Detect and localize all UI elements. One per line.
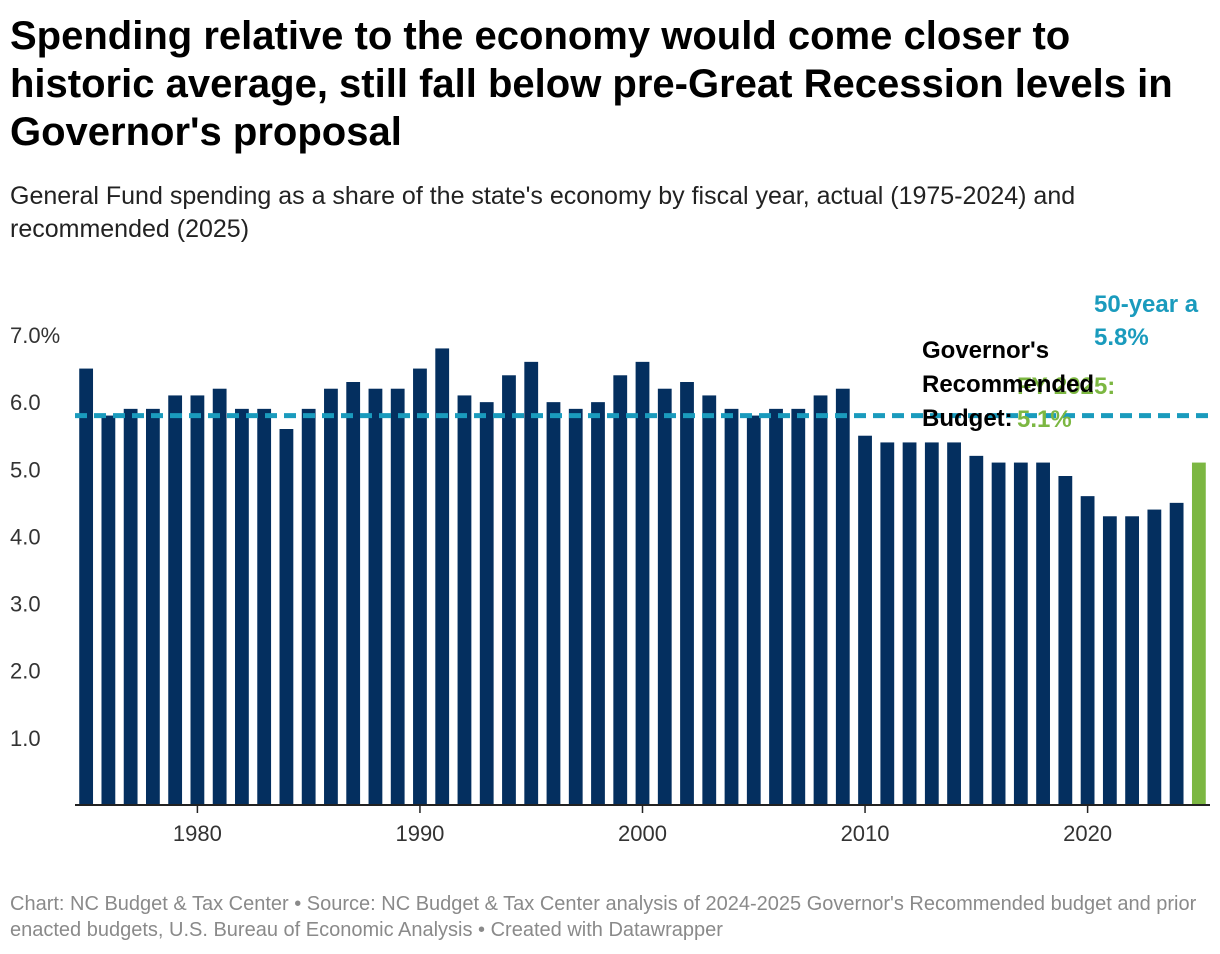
bar-actual: [145, 408, 160, 805]
bar-actual: [947, 442, 961, 805]
y-tick-label: 5.0: [10, 457, 41, 482]
y-tick-label: 4.0: [10, 524, 41, 549]
bar-actual: [902, 442, 917, 805]
bar-actual: [479, 402, 494, 805]
bar-actual: [301, 408, 316, 805]
bar-actual: [212, 388, 227, 805]
bar-actual: [1147, 509, 1162, 805]
bar-actual: [123, 408, 138, 805]
bar-actual: [858, 435, 872, 805]
y-tick-label: 7.0%: [10, 323, 60, 348]
bar-actual: [769, 408, 783, 805]
bar-actual: [546, 402, 561, 805]
x-tick-label: 1980: [173, 821, 222, 846]
x-axis: 1980 1990 2000 2010 2020: [173, 805, 1112, 846]
governor-annotation-line-2: Recommended: [922, 371, 1094, 398]
fy-annotation-line-1: FY 2025:: [1017, 373, 1115, 400]
bar-actual: [1125, 516, 1140, 805]
bar-actual: [568, 408, 583, 805]
bar-actual: [613, 375, 628, 805]
y-tick-label: 1.0: [10, 726, 41, 751]
y-tick-label: 2.0: [10, 659, 41, 684]
y-tick-label: 3.0: [10, 592, 41, 617]
bar-actual: [835, 388, 850, 805]
governor-annotation-line-1: Governor's: [922, 337, 1049, 364]
bar-actual: [1102, 516, 1117, 805]
bar-actual: [413, 368, 427, 805]
bar-actual: [346, 382, 361, 805]
bar-actual: [991, 462, 1006, 805]
y-tick-label: 6.0: [10, 390, 41, 415]
fy-annotation-line-2: 5.1%: [1017, 406, 1072, 433]
bar-actual: [524, 361, 539, 805]
bar-actual: [880, 442, 895, 805]
bar-actual: [168, 395, 183, 805]
x-tick-label: 2000: [618, 821, 667, 846]
chart-footer: Chart: NC Budget & Tax Center • Source: …: [10, 893, 1197, 941]
bar-actual: [791, 408, 806, 805]
bar-actual: [1013, 462, 1028, 805]
bar-actual: [746, 415, 761, 805]
chart-subtitle: General Fund spending as a share of the …: [10, 182, 1076, 243]
average-annotation: 50-year a 5.8%: [1094, 291, 1205, 351]
bar-actual: [457, 395, 472, 805]
bar-actual: [324, 388, 338, 805]
bar-actual: [368, 388, 383, 805]
average-annotation-line-2: 5.8%: [1094, 324, 1149, 351]
governor-annotation-line-3: Budget:: [922, 405, 1013, 432]
bar-actual: [1036, 462, 1050, 805]
bar-actual: [702, 395, 717, 805]
bar-actual: [502, 375, 516, 805]
bar-actual: [1058, 476, 1073, 805]
bar-actual: [969, 455, 984, 805]
governor-annotation: Governor's Recommended Budget:: [922, 337, 1101, 432]
bar-recommended: [1191, 462, 1206, 805]
bar-actual: [813, 395, 828, 805]
bar-actual: [235, 408, 249, 805]
bar-actual: [924, 442, 939, 805]
bar-actual: [279, 429, 294, 805]
fy-annotation: FY 2025: 5.1%: [1017, 373, 1122, 433]
bar-actual: [680, 382, 694, 805]
bar-actual: [79, 368, 94, 805]
y-axis: 1.0 2.0 3.0 4.0 5.0 6.0 7.0%: [10, 323, 60, 751]
bar-actual: [1169, 502, 1184, 805]
average-annotation-line-1: 50-year a: [1094, 291, 1199, 318]
bar-actual: [1080, 496, 1095, 805]
bar-actual: [257, 408, 272, 805]
x-tick-label: 2010: [841, 821, 890, 846]
bar-actual: [635, 361, 650, 805]
bar-actual: [101, 415, 116, 805]
bar-actual: [190, 395, 205, 805]
bar-actual: [435, 348, 450, 805]
bar-series: [79, 348, 1206, 805]
chart-title: Spending relative to the economy would c…: [10, 14, 1173, 154]
annotations: 50-year a 5.8% FY 2025: 5.1% Governor's …: [922, 291, 1205, 433]
bar-actual: [591, 402, 605, 805]
bar-actual: [657, 388, 672, 805]
bar-actual: [724, 408, 739, 805]
x-tick-label: 2020: [1063, 821, 1112, 846]
x-tick-label: 1990: [395, 821, 444, 846]
bar-actual: [390, 388, 405, 805]
